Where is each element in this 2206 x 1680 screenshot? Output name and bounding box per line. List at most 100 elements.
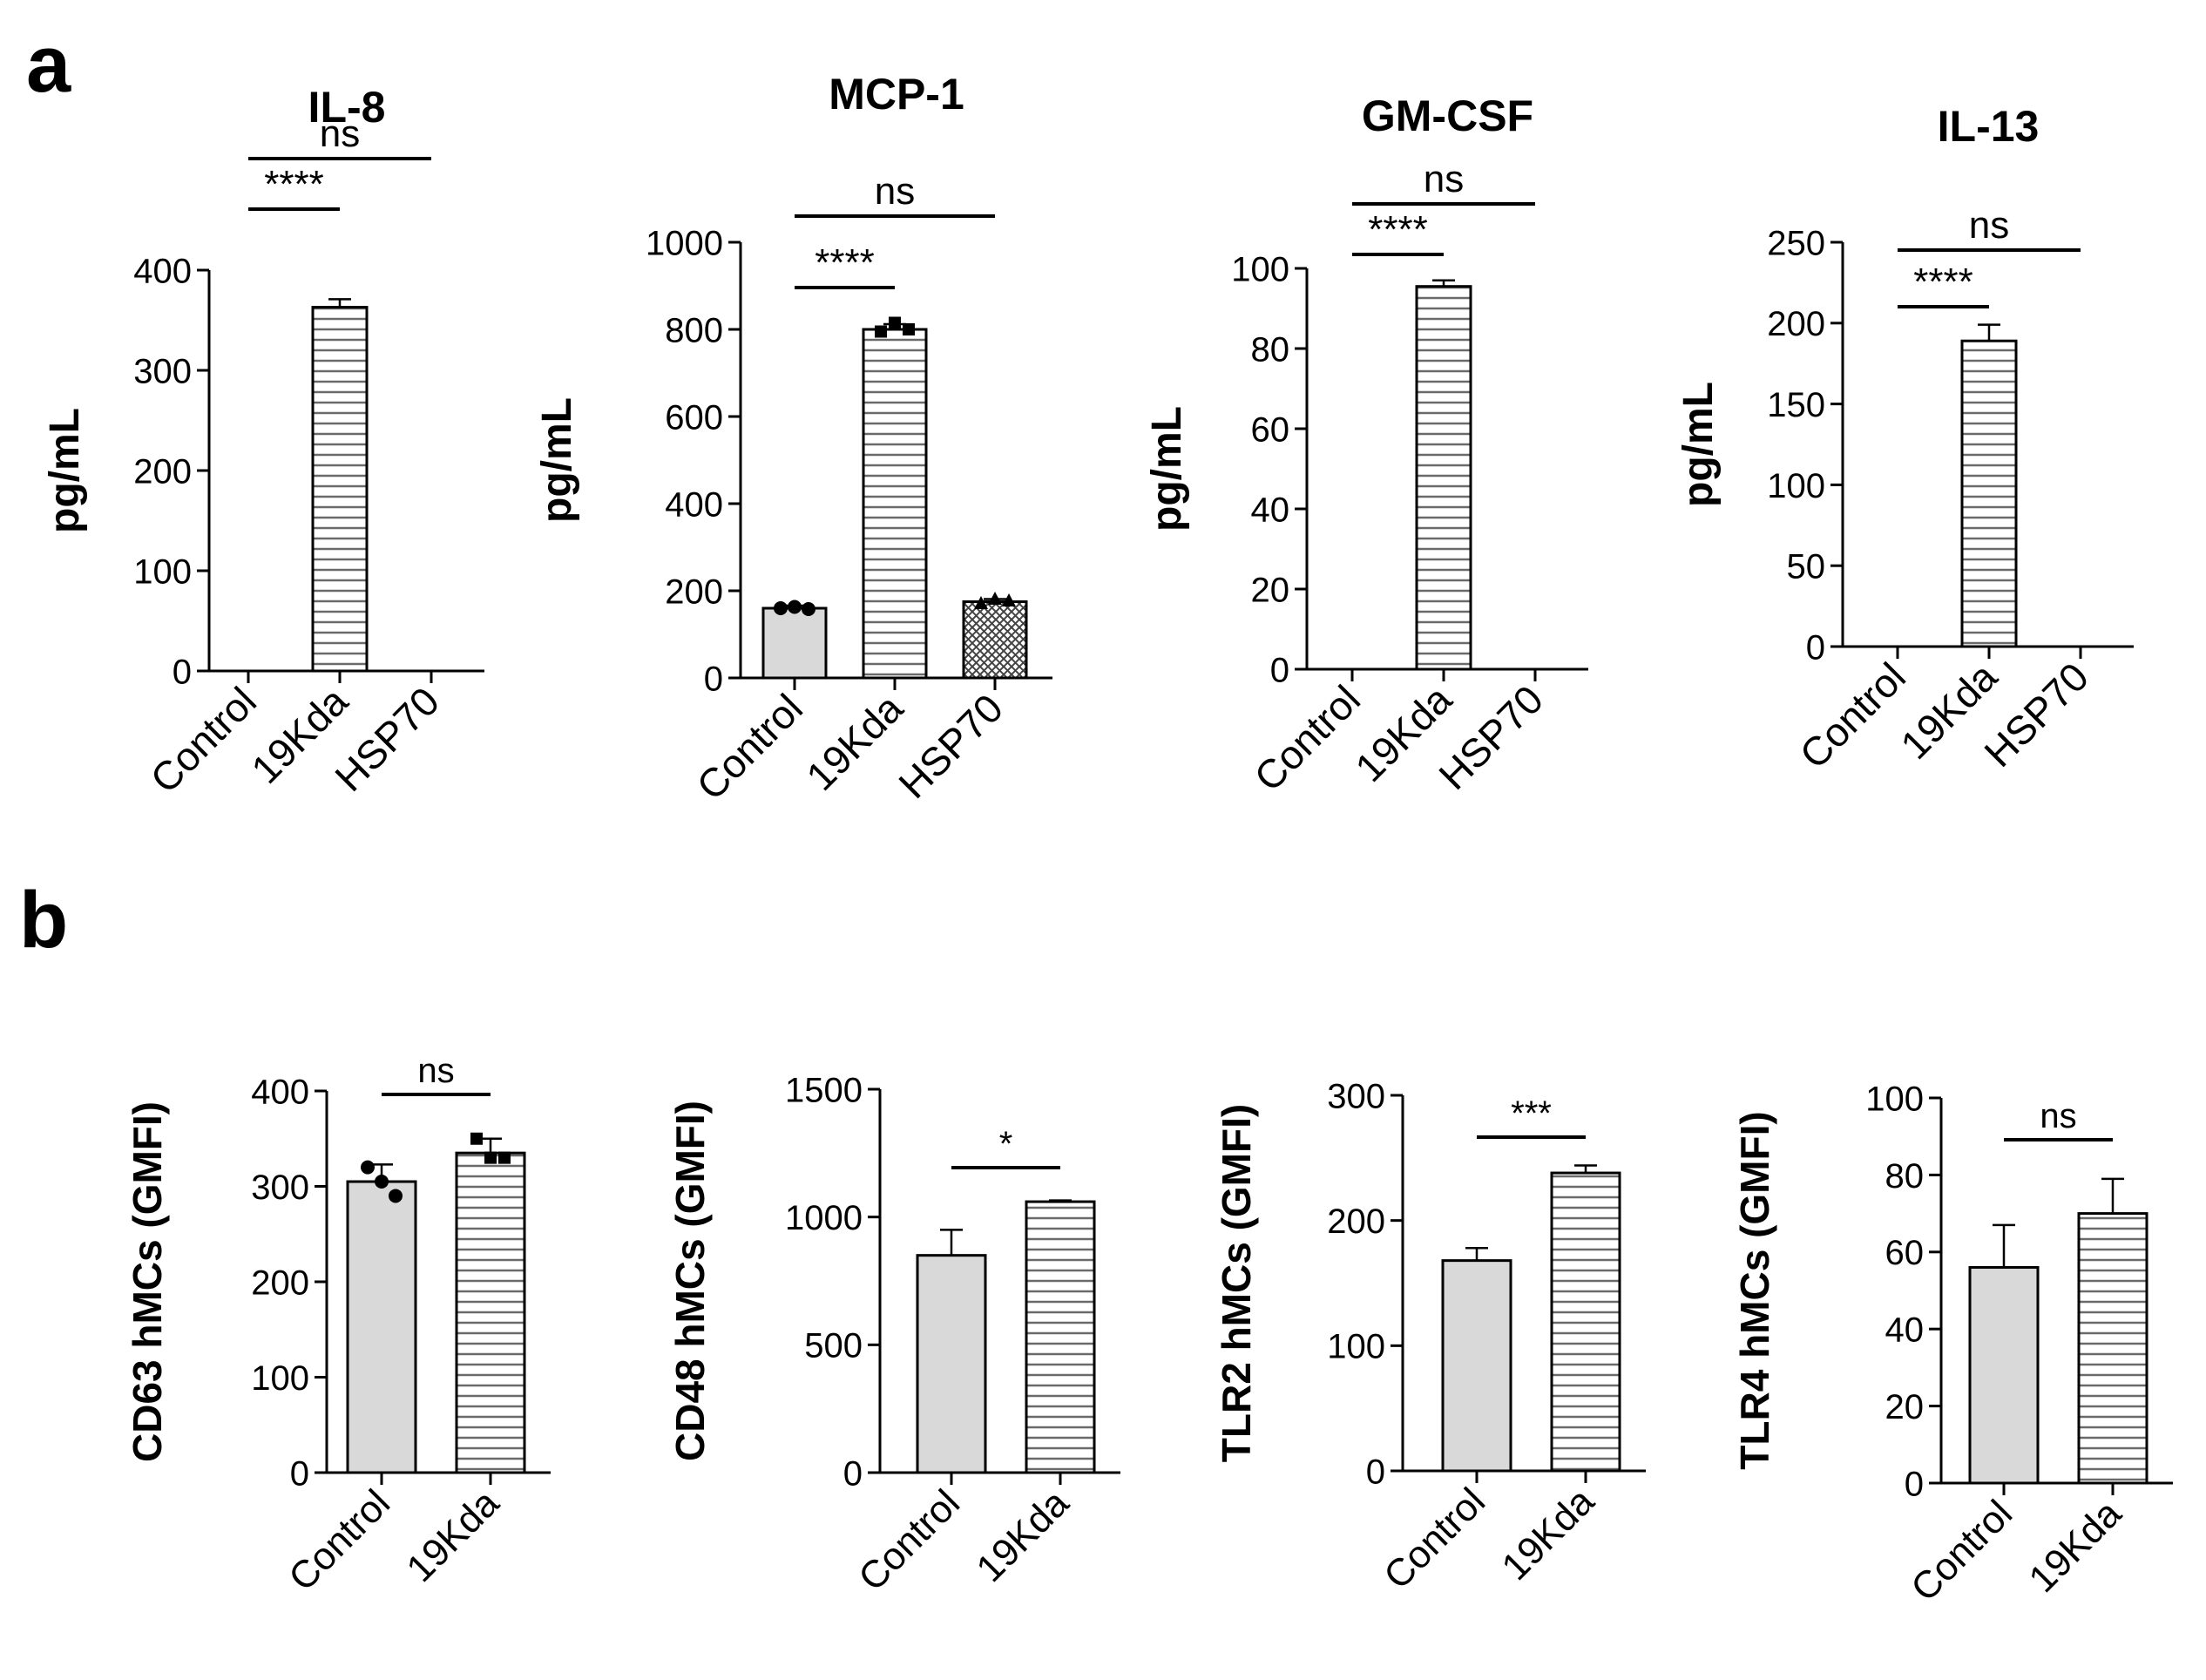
- chart-3: IL-13pg/mL050100150200250Control19KdaHSP…: [1675, 102, 2134, 777]
- y-tick-label: 200: [133, 452, 192, 491]
- chart-2: GM-CSFpg/mL020406080100Control19KdaHSP70…: [1144, 91, 1588, 800]
- y-axis-label: CD63 hMCs (GMFI): [125, 1101, 170, 1462]
- y-tick-label: 100: [251, 1359, 309, 1398]
- y-tick-label: 100: [1231, 250, 1289, 288]
- y-axis-label: pg/mL: [534, 397, 580, 523]
- significance-label: ****: [1913, 261, 1973, 303]
- y-tick-label: 60: [1251, 410, 1290, 449]
- significance-label: ****: [815, 241, 875, 284]
- y-axis-label: pg/mL: [42, 408, 88, 533]
- bar: [916, 1254, 987, 1474]
- x-tick-label: Control: [281, 1481, 398, 1599]
- x-tick-label: Control: [141, 678, 265, 802]
- y-tick-label: 200: [251, 1263, 309, 1302]
- x-tick-label: HSP70: [1430, 676, 1552, 798]
- bar: [455, 1151, 526, 1474]
- data-point: [903, 323, 915, 335]
- significance-label: ns: [875, 170, 915, 213]
- bar: [1441, 1259, 1512, 1473]
- significance-label: ****: [1368, 208, 1428, 251]
- y-tick-label: 0: [1905, 1465, 1924, 1503]
- x-tick-label: 19Kda: [398, 1481, 507, 1590]
- chart-6: TLR2 hMCs (GMFI) 0 100 200 300 Control 19Kda **…: [1214, 1077, 1646, 1597]
- y-tick-label: 200: [1767, 305, 1825, 343]
- significance-label: ns: [1424, 158, 1464, 200]
- y-tick-label: 0: [1806, 628, 1825, 667]
- data-point: [974, 596, 988, 609]
- chart-1: MCP-1 pg/mL 0 200 400 600 800 1000 Control19KdaH…: [534, 70, 1052, 809]
- chart-title: MCP-1: [829, 70, 964, 119]
- bar: [1960, 339, 2018, 648]
- y-tick-label: 0: [290, 1454, 309, 1493]
- bar: [761, 606, 828, 680]
- x-tick-label: Control: [1376, 1480, 1493, 1597]
- data-point: [889, 316, 901, 329]
- y-axis-label: CD48 hMCs (GMFI): [667, 1101, 713, 1461]
- chart-5: CD48 hMCs (GMFI) 0 500 1000 1500 Control 19Kda…: [667, 1071, 1120, 1599]
- bar: [311, 306, 369, 673]
- chart-title: IL-8: [308, 83, 386, 132]
- bar: [1550, 1171, 1621, 1473]
- bar: [346, 1180, 417, 1474]
- y-tick-label: 400: [133, 252, 192, 290]
- y-tick-label: 100: [1865, 1080, 1924, 1118]
- data-point: [788, 600, 802, 614]
- data-point: [774, 601, 788, 615]
- y-tick-label: 200: [1327, 1202, 1385, 1241]
- y-tick-label: 80: [1885, 1157, 1925, 1196]
- significance-label: ns: [417, 1052, 454, 1090]
- y-tick-label: 300: [1327, 1077, 1385, 1115]
- data-point: [875, 325, 887, 338]
- chart-title: GM-CSF: [1362, 91, 1533, 140]
- bar: [1025, 1200, 1096, 1474]
- y-tick-label: 400: [251, 1073, 309, 1111]
- y-tick-label: 300: [133, 352, 192, 390]
- bar: [1968, 1265, 2040, 1485]
- chart-0: IL-8pg/mL0100200300400Control19KdaHSP70*…: [42, 83, 484, 802]
- y-axis-label: pg/mL: [1144, 406, 1190, 532]
- chart-7: TLR4 hMCs (GMFI) 0 20 40 60 80 100 Control 19Kda…: [1732, 1080, 2173, 1609]
- y-axis-label: TLR4 hMCs (GMFI): [1732, 1111, 1777, 1469]
- data-point: [375, 1175, 389, 1189]
- significance-label: ns: [2040, 1097, 2076, 1135]
- y-tick-label: 80: [1251, 330, 1290, 369]
- y-tick-label: 100: [133, 552, 192, 591]
- y-tick-label: 50: [1787, 548, 1826, 586]
- x-tick-label: HSP70: [890, 685, 1012, 807]
- x-tick-label: Control: [1903, 1492, 2020, 1609]
- x-tick-label: Control: [1245, 676, 1369, 800]
- data-point: [1002, 593, 1016, 606]
- bar: [2077, 1212, 2148, 1485]
- x-tick-label: HSP70: [326, 678, 448, 800]
- bar: [1415, 285, 1472, 671]
- significance-label: ns: [1969, 204, 2009, 247]
- significance-label: *: [999, 1125, 1013, 1163]
- x-tick-label: 19Kda: [2020, 1492, 2129, 1601]
- x-tick-label: HSP70: [1975, 654, 2097, 776]
- chart-4: CD63 hMCs (GMFI) 0 100 200 300 400 Control 19Kd…: [125, 1052, 551, 1599]
- y-tick-label: 150: [1767, 386, 1825, 424]
- y-axis-label: TLR2 hMCs (GMFI): [1214, 1104, 1259, 1462]
- panel-label-a: a: [26, 20, 71, 109]
- x-tick-label: Control: [1790, 654, 1914, 777]
- data-point: [389, 1189, 403, 1203]
- data-point: [802, 602, 815, 616]
- y-tick-label: 200: [665, 572, 723, 611]
- panel-label-b: b: [19, 876, 69, 965]
- x-tick-label: 19Kda: [1493, 1480, 1602, 1589]
- significance-label: ****: [264, 163, 324, 206]
- data-point: [498, 1151, 511, 1164]
- y-tick-label: 40: [1251, 491, 1290, 529]
- y-tick-label: 0: [173, 653, 192, 691]
- y-tick-label: 60: [1885, 1234, 1925, 1272]
- y-tick-label: 1000: [646, 224, 723, 262]
- bar: [862, 328, 928, 680]
- y-tick-label: 300: [251, 1169, 309, 1207]
- y-tick-label: 40: [1885, 1311, 1925, 1350]
- significance-label: ***: [1511, 1094, 1552, 1133]
- x-tick-label: 19Kda: [797, 685, 911, 799]
- y-tick-label: 500: [804, 1327, 863, 1365]
- y-tick-label: 20: [1885, 1388, 1925, 1426]
- data-point: [988, 592, 1002, 605]
